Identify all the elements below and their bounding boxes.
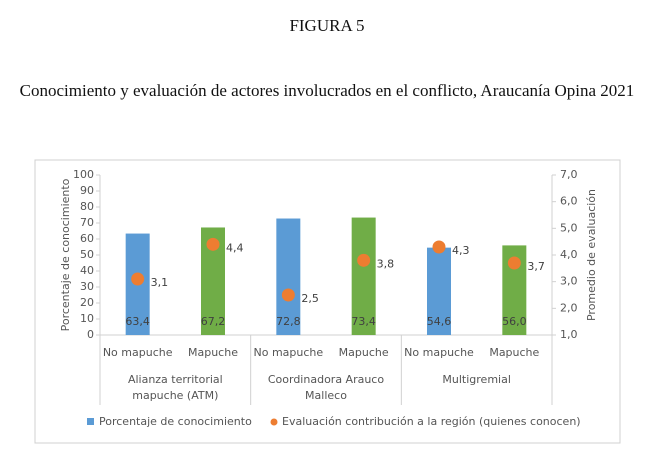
x-tick-label: Mapuche <box>489 346 539 359</box>
group-label: Alianza territorial mapuche (ATM) <box>127 373 223 402</box>
legend-label: Porcentaje de conocimiento <box>99 415 252 428</box>
dot <box>131 272 145 286</box>
data-label: 67,2 <box>201 315 226 328</box>
y-tick-label: 0 <box>87 328 94 341</box>
data-label: 4,3 <box>452 244 470 257</box>
data-label: 56,0 <box>502 315 527 328</box>
y2-axis-title: Promedio de evaluación <box>585 189 598 321</box>
y-tick-label: 20 <box>80 296 94 309</box>
y2-tick-label: 5,0 <box>560 221 578 234</box>
y-tick-label: 30 <box>80 280 94 293</box>
chart-frame <box>34 159 621 444</box>
x-tick-label: Mapuche <box>188 346 238 359</box>
x-tick-label: No mapuche <box>254 346 324 359</box>
data-label: 2,5 <box>301 292 319 305</box>
dot <box>357 253 371 267</box>
y-tick-label: 50 <box>80 248 94 261</box>
data-label: 54,6 <box>427 315 452 328</box>
dot <box>281 288 295 302</box>
y-tick-label: 100 <box>73 168 94 181</box>
group-label: Multigremial <box>442 373 511 386</box>
y2-tick-label: 3,0 <box>560 275 578 288</box>
bar <box>351 217 376 335</box>
x-tick-label: No mapuche <box>103 346 173 359</box>
legend-label: Evaluación contribución a la región (qui… <box>282 415 581 428</box>
legend-swatch <box>270 418 278 426</box>
y-tick-label: 40 <box>80 264 94 277</box>
y-tick-label: 60 <box>80 232 94 245</box>
y-tick-label: 90 <box>80 184 94 197</box>
y2-tick-label: 2,0 <box>560 301 578 314</box>
dot <box>206 237 220 251</box>
x-tick-label: No mapuche <box>404 346 474 359</box>
chart-title: Conocimiento y evaluación de actores inv… <box>19 81 635 100</box>
y2-tick-label: 7,0 <box>560 168 578 181</box>
data-label: 73,4 <box>351 315 376 328</box>
y-axis-title: Porcentaje de conocimiento <box>59 178 72 331</box>
bar <box>276 218 301 335</box>
x-tick-label: Mapuche <box>339 346 389 359</box>
dot <box>507 256 521 270</box>
y2-tick-label: 1,0 <box>560 328 578 341</box>
data-label: 3,8 <box>377 257 395 270</box>
data-label: 3,7 <box>527 260 545 273</box>
data-label: 3,1 <box>151 276 169 289</box>
y2-tick-label: 6,0 <box>560 195 578 208</box>
data-label: 72,8 <box>276 315 301 328</box>
legend-swatch <box>87 418 94 425</box>
data-label: 63,4 <box>125 315 150 328</box>
figure-label: FIGURA 5 <box>289 16 365 35</box>
data-label: 4,4 <box>226 241 244 254</box>
group-label: Coordinadora Arauco Malleco <box>267 373 385 402</box>
y2-tick-label: 4,0 <box>560 248 578 261</box>
dot <box>432 240 446 254</box>
bar <box>427 247 451 335</box>
y-tick-label: 10 <box>80 312 94 325</box>
y-tick-label: 80 <box>80 200 94 213</box>
y-tick-label: 70 <box>80 216 94 229</box>
